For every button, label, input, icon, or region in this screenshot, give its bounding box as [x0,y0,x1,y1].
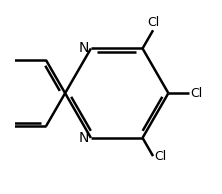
Text: N: N [78,131,89,145]
Text: N: N [78,42,89,55]
Text: Cl: Cl [154,150,166,163]
Text: Cl: Cl [190,87,203,100]
Text: Cl: Cl [147,16,159,29]
